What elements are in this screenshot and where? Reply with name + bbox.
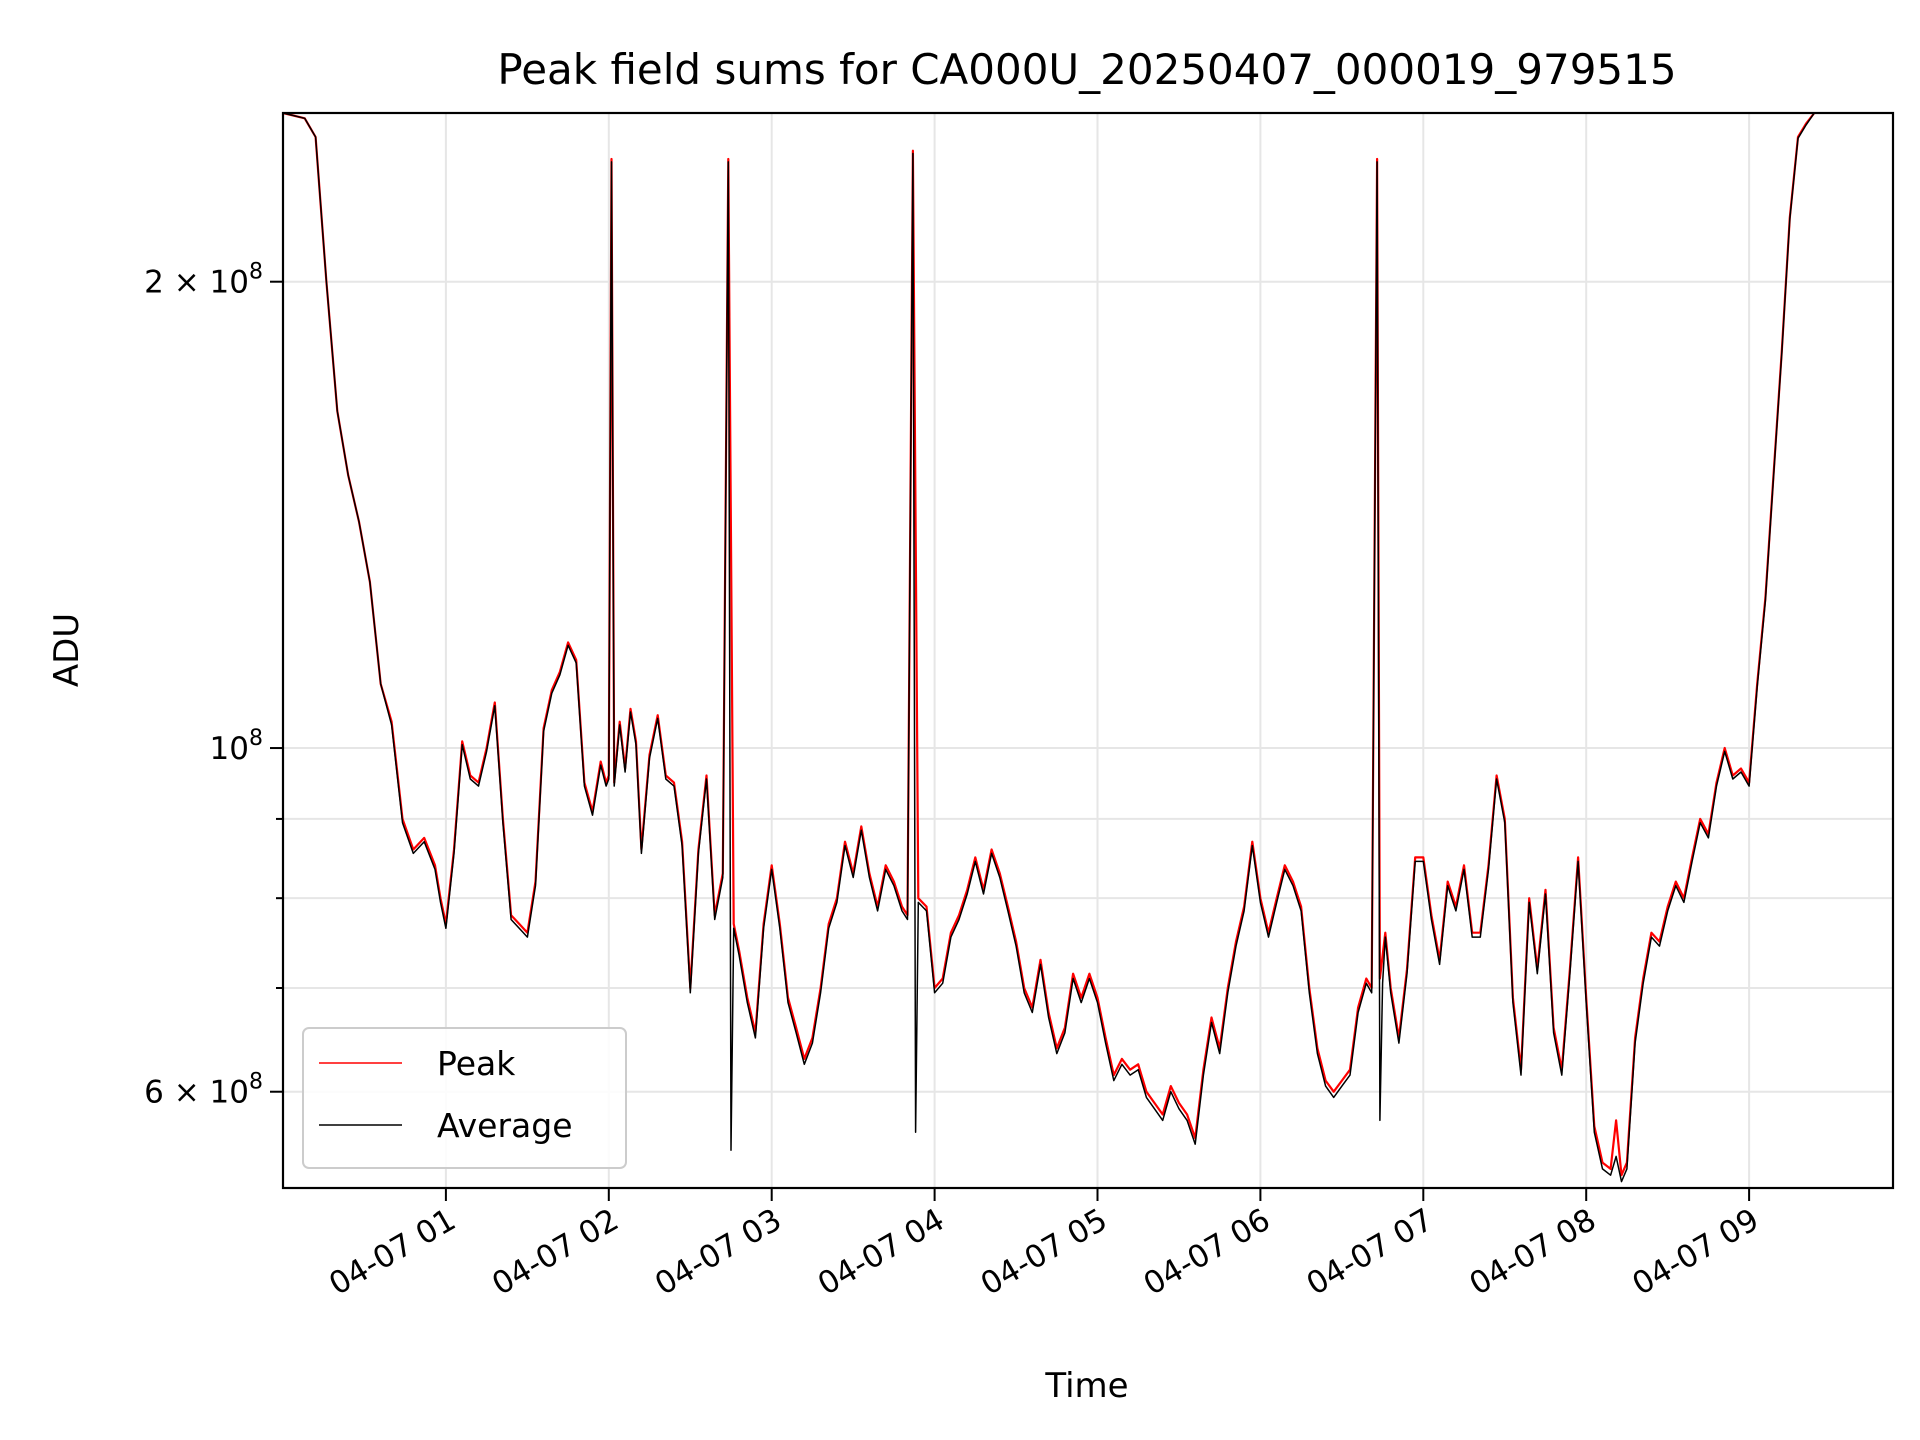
x-tick-label: 04-07 07 xyxy=(1301,1202,1440,1303)
x-tick-label: 04-07 02 xyxy=(486,1202,625,1303)
y-tick-label: 108 xyxy=(210,726,263,767)
y-tick-label: 6 × 108 xyxy=(144,1070,263,1111)
legend-label-peak: Peak xyxy=(437,1044,516,1083)
x-tick-label: 04-07 09 xyxy=(1626,1202,1765,1303)
x-tick-label: 04-07 04 xyxy=(812,1202,951,1303)
series-lines xyxy=(282,111,1816,1183)
legend: Peak Average xyxy=(302,1027,627,1169)
x-tick-label: 04-07 01 xyxy=(323,1202,462,1303)
x-tick-label: 04-07 05 xyxy=(975,1202,1114,1303)
plot-area-frame xyxy=(281,111,1895,1190)
series-line-average xyxy=(282,112,1815,1183)
x-tick-label: 04-07 03 xyxy=(649,1202,788,1303)
y-tick-label: 2 × 108 xyxy=(144,260,263,301)
grid xyxy=(283,113,1893,1188)
x-tick-label: 04-07 06 xyxy=(1138,1202,1277,1303)
y-axis-label: ADU xyxy=(47,613,87,687)
x-axis-ticks: 04-07 01 04-07 02 04-07 03 04-07 04 04-07 05… xyxy=(323,1188,1765,1303)
legend-label-average: Average xyxy=(437,1106,573,1145)
y-axis-ticks: 108 2 × 108 6 × 108 xyxy=(144,260,283,1111)
chart-title: Peak field sums for CA000U_20250407_0000… xyxy=(497,45,1676,94)
x-tick-label: 04-07 08 xyxy=(1463,1202,1602,1303)
x-axis-label: Time xyxy=(1044,1366,1128,1406)
